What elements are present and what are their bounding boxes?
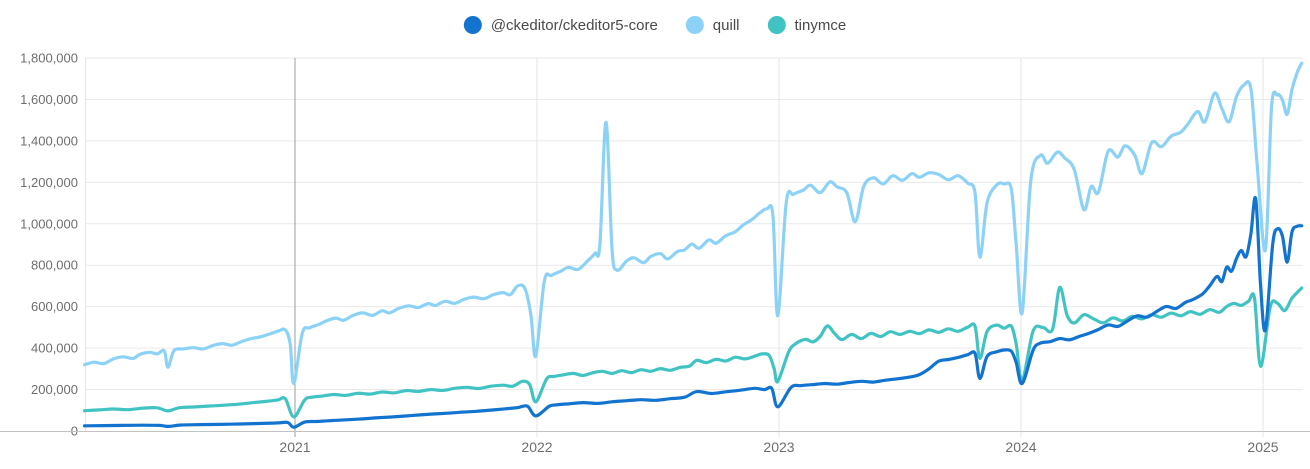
legend-label: quill xyxy=(712,16,740,34)
legend-item-tinymce[interactable]: tinymce xyxy=(767,16,846,34)
legend-color-dot xyxy=(463,16,482,34)
legend-item--ckeditor-ckeditor5-core[interactable]: @ckeditor/ckeditor5-core xyxy=(463,16,658,34)
x-axis-tick-label: 2025 xyxy=(1247,439,1278,455)
series-line-tinymce xyxy=(82,285,1304,419)
legend-label: tinymce xyxy=(794,16,847,34)
y-axis-tick-label: 1,400,000 xyxy=(20,133,78,148)
legend-color-dot xyxy=(767,16,786,34)
x-axis-tick-label: 2021 xyxy=(279,439,310,455)
legend-color-dot xyxy=(685,16,704,34)
y-axis-tick-label: 800,000 xyxy=(31,258,78,273)
series-line-quill xyxy=(82,61,1304,386)
series-line--ckeditor-ckeditor5-core xyxy=(82,195,1304,429)
x-axis-tick-label: 2024 xyxy=(1005,439,1036,455)
x-axis-tick-label: 2023 xyxy=(763,439,794,455)
y-axis-tick-label: 1,000,000 xyxy=(20,216,78,231)
legend-item-quill[interactable]: quill xyxy=(685,16,740,34)
x-axis-tick-label: 2022 xyxy=(521,439,552,455)
y-axis-tick-label: 200,000 xyxy=(31,382,78,397)
y-axis-tick-label: 600,000 xyxy=(31,299,78,314)
y-axis-tick-label: 1,600,000 xyxy=(20,92,78,107)
y-axis-tick-label: 400,000 xyxy=(31,341,78,356)
y-axis-tick-label: 1,800,000 xyxy=(20,51,78,66)
y-axis-tick-label: 1,200,000 xyxy=(20,175,78,190)
legend-label: @ckeditor/ckeditor5-core xyxy=(490,16,658,34)
chart-legend: @ckeditor/ckeditor5-core quill tinymce xyxy=(463,16,846,34)
